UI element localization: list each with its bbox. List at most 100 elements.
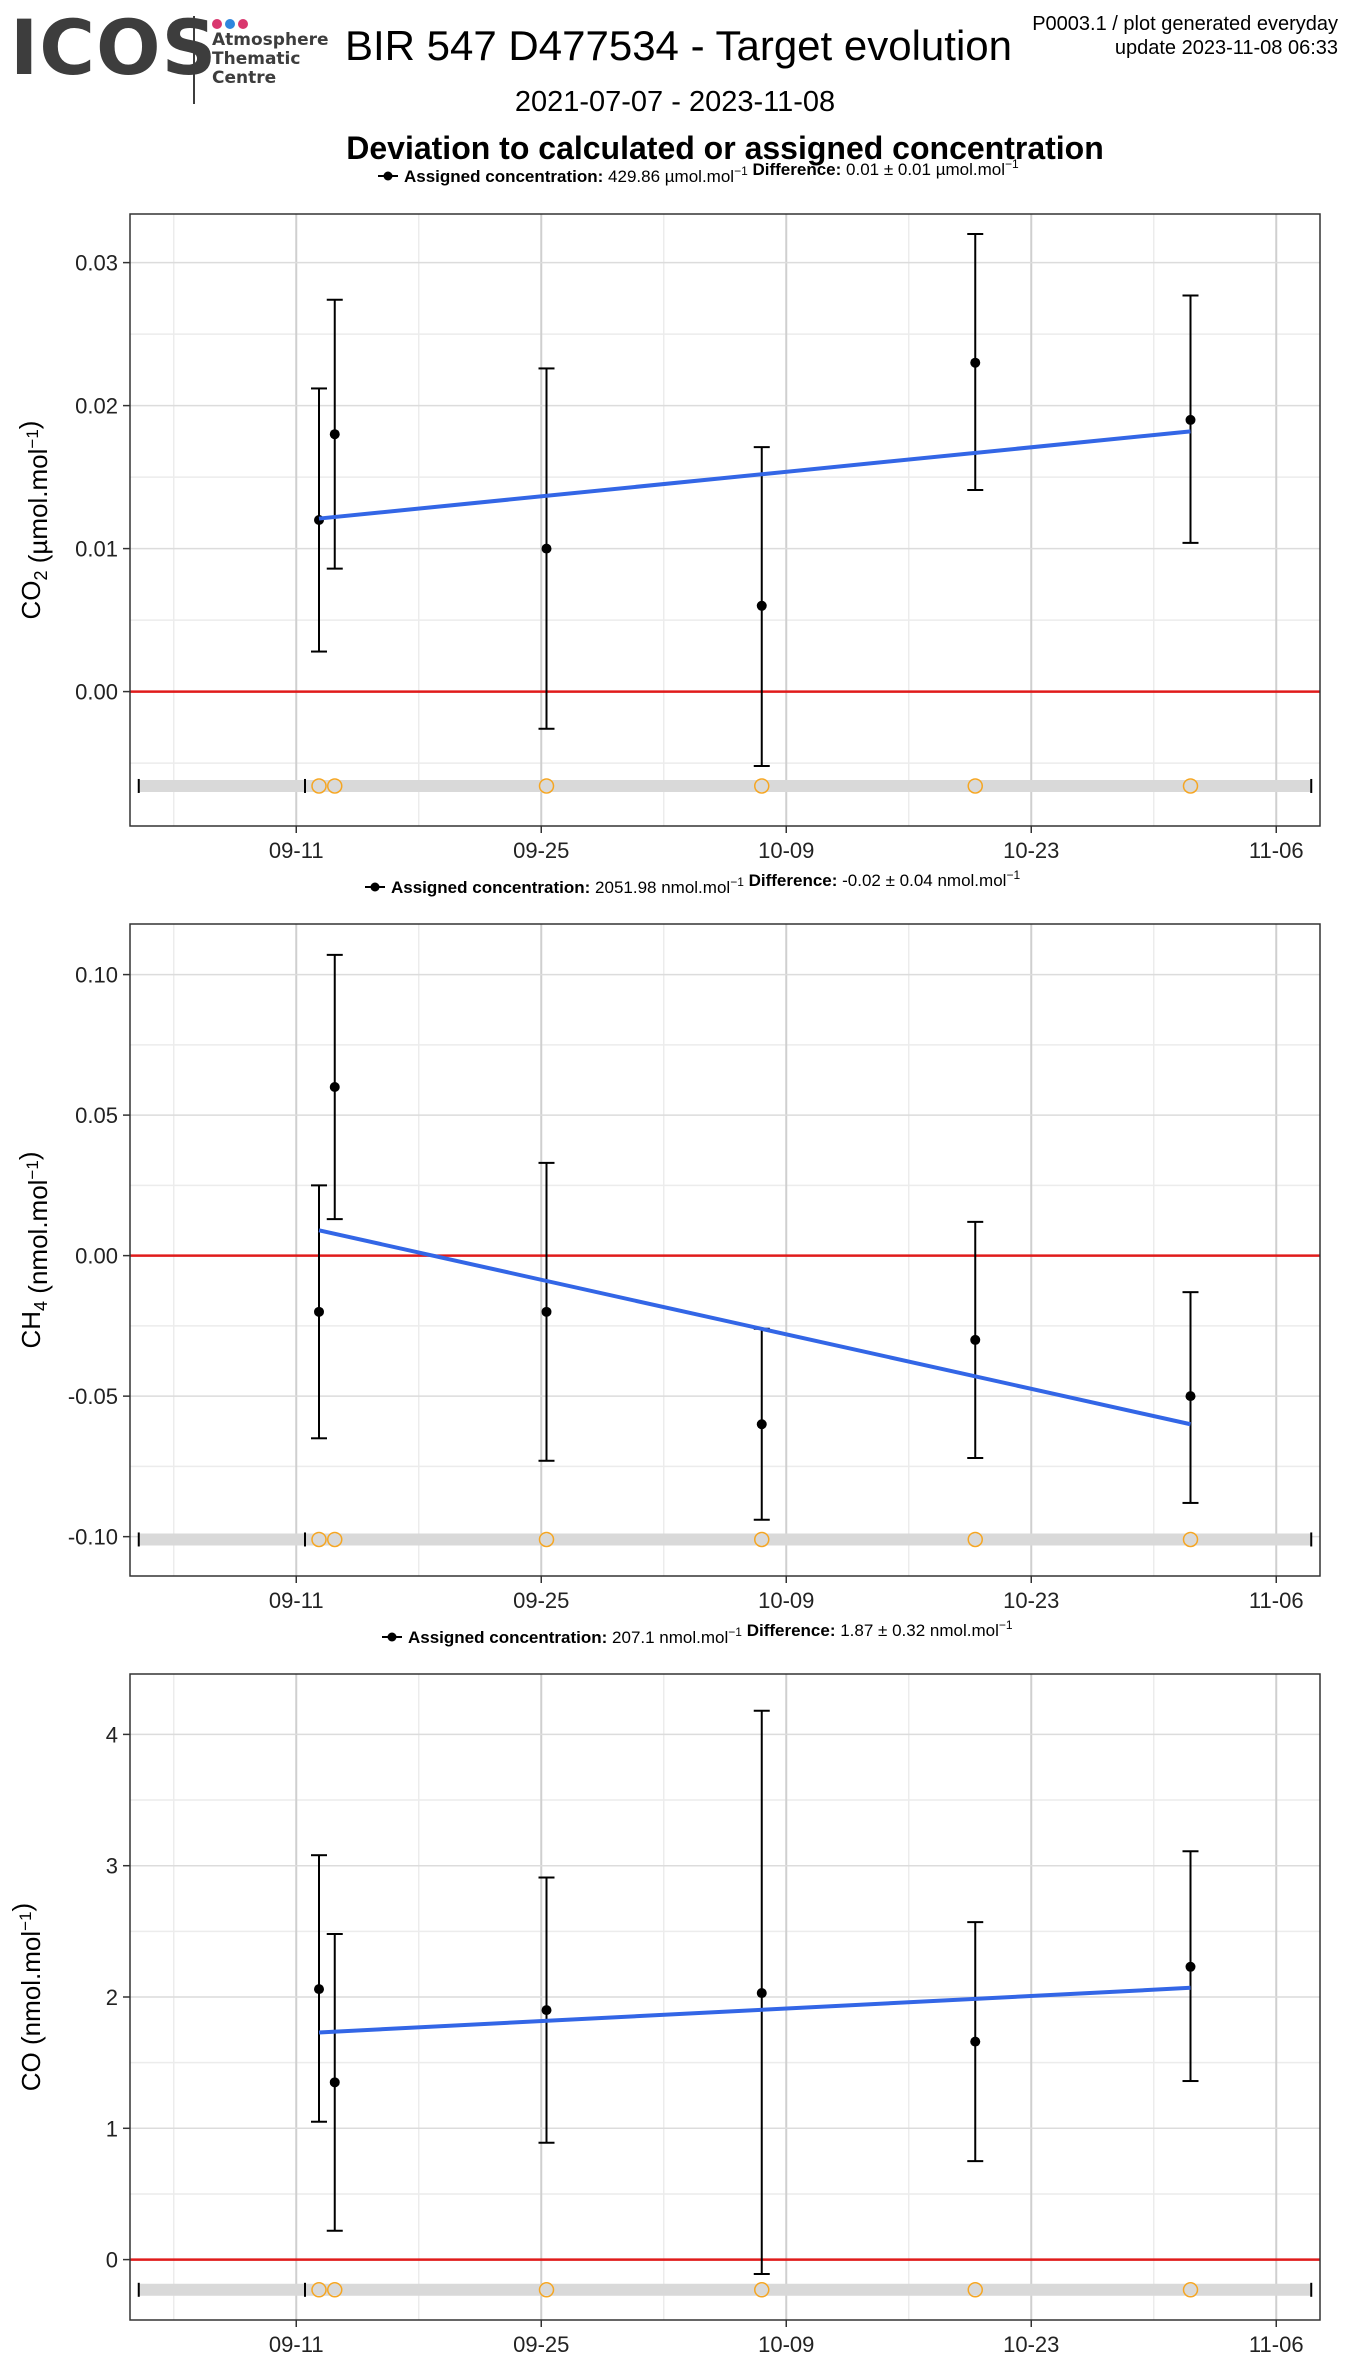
flag-marker [1182, 1531, 1199, 1548]
y-tick-label: 1 [106, 2116, 118, 2141]
data-point [541, 543, 552, 554]
data-point [970, 2036, 981, 2047]
data-point [541, 1306, 552, 1317]
x-tick-label: 10-23 [1003, 838, 1059, 863]
y-axis-label: CO (nmol.mol−1) [7, 1903, 46, 2091]
plot-border [129, 923, 1321, 1577]
data-point [970, 357, 981, 368]
y-axis-label: CH4 (nmol.mol−1) [14, 1151, 53, 1348]
data-point [314, 1984, 324, 1995]
x-tick-label: 10-23 [1003, 1588, 1059, 1613]
data-point [970, 1334, 981, 1345]
icos-logo: ICOS [10, 3, 218, 92]
meta-line: P0003.1 / plot generated everyday [1032, 13, 1338, 35]
chart-legend: Assigned concentration: 2051.98 nmol.mol… [365, 868, 1020, 897]
chart-panel-co: Assigned concentration: 207.1 nmol.mol−1… [7, 1618, 1321, 2357]
trend-line [318, 429, 1191, 521]
y-tick-label: 2 [106, 1985, 118, 2010]
logo-sub-line: Thematic [212, 49, 301, 69]
y-tick-label: 3 [106, 1854, 118, 1879]
flag-marker [538, 1531, 555, 1548]
data-point [1185, 1961, 1196, 1972]
y-tick-label: 0.00 [75, 680, 118, 705]
flag-marker [1182, 2282, 1199, 2298]
y-tick-label: 0 [106, 2248, 118, 2273]
flag-marker [538, 778, 555, 794]
y-tick-label: -0.10 [68, 1525, 118, 1550]
logo-subtitle: Atmosphere Thematic Centre [212, 31, 329, 88]
chart-panel-co2: Assigned concentration: 429.86 µmol.mol−… [14, 157, 1321, 863]
flag-marker [967, 1531, 983, 1548]
flag-marker [754, 2282, 770, 2298]
legend-text: Assigned concentration: 429.86 µmol.mol−… [404, 157, 1019, 186]
y-tick-label: 0.01 [75, 537, 118, 562]
logo-divider [193, 16, 195, 104]
plot-border [129, 213, 1321, 827]
flag-marker [311, 2282, 327, 2298]
x-tick-label: 10-09 [758, 838, 814, 863]
x-tick-label: 09-11 [269, 1588, 324, 1613]
page-title: BIR 547 D477534 - Target evolution [345, 22, 1012, 69]
data-point [756, 1988, 767, 1999]
y-tick-label: 0.00 [75, 1244, 118, 1269]
data-point [756, 600, 767, 611]
x-tick-label: 09-25 [513, 1588, 569, 1613]
x-tick-label: 09-11 [269, 838, 324, 863]
legend-key-point [370, 882, 380, 892]
plot-area [130, 924, 1320, 1576]
y-tick-label: 0.03 [75, 251, 118, 276]
data-point [314, 1306, 324, 1317]
logo-sub-line: Atmosphere [212, 30, 329, 50]
y-tick-label: 0.10 [75, 963, 118, 988]
x-tick-label: 11-06 [1249, 2332, 1304, 2357]
data-point [1185, 414, 1196, 425]
data-point [541, 2005, 552, 2016]
flag-marker [311, 778, 327, 794]
x-tick-label: 09-11 [269, 2332, 324, 2357]
chart-legend: Assigned concentration: 429.86 µmol.mol−… [378, 157, 1019, 186]
y-tick-label: 0.02 [75, 394, 118, 419]
data-point [1185, 1391, 1196, 1402]
flag-marker [327, 778, 343, 794]
flag-marker [311, 1531, 327, 1548]
trend-line [318, 1985, 1191, 2035]
x-tick-label: 10-09 [758, 1588, 814, 1613]
chart-panel-ch4: Assigned concentration: 2051.98 nmol.mol… [14, 868, 1321, 1613]
data-point [329, 2077, 340, 2088]
y-tick-label: 0.05 [75, 1103, 118, 1128]
data-point [756, 1419, 767, 1430]
y-tick-label: -0.05 [68, 1384, 118, 1409]
flag-marker [967, 778, 983, 794]
flag-marker [754, 1531, 770, 1548]
plot-area [130, 214, 1320, 826]
legend-key-point [387, 1632, 397, 1642]
logo-sub-line: Centre [212, 68, 277, 88]
trend-line [318, 1228, 1191, 1427]
flag-marker [538, 2282, 555, 2298]
chart-subtitle: Deviation to calculated or assigned conc… [346, 130, 1104, 166]
x-tick-label: 11-06 [1249, 838, 1304, 863]
flag-marker [327, 2282, 343, 2298]
y-axis-label: CO2 (µmol.mol−1) [14, 421, 53, 620]
x-tick-label: 11-06 [1249, 1588, 1304, 1613]
data-point [329, 1082, 340, 1092]
x-tick-label: 09-25 [513, 838, 569, 863]
flag-marker [327, 1531, 343, 1548]
logo-dots-icon [212, 16, 251, 34]
x-tick-label: 10-09 [758, 2332, 814, 2357]
x-tick-label: 09-25 [513, 2332, 569, 2357]
flag-marker [967, 2282, 983, 2298]
report-meta: P0003.1 / plot generated everyday update… [1032, 12, 1338, 60]
legend-key-point [383, 171, 393, 181]
chart-legend: Assigned concentration: 207.1 nmol.mol−1… [382, 1618, 1013, 1647]
legend-text: Assigned concentration: 207.1 nmol.mol−1… [408, 1618, 1013, 1647]
flag-marker [1182, 778, 1199, 794]
x-tick-label: 10-23 [1003, 2332, 1059, 2357]
data-point [329, 429, 340, 440]
meta-line: update 2023-11-08 06:33 [1114, 37, 1338, 59]
legend-text: Assigned concentration: 2051.98 nmol.mol… [391, 868, 1020, 897]
date-range: 2021-07-07 - 2023-11-08 [514, 86, 836, 118]
y-tick-label: 4 [106, 1722, 118, 1747]
